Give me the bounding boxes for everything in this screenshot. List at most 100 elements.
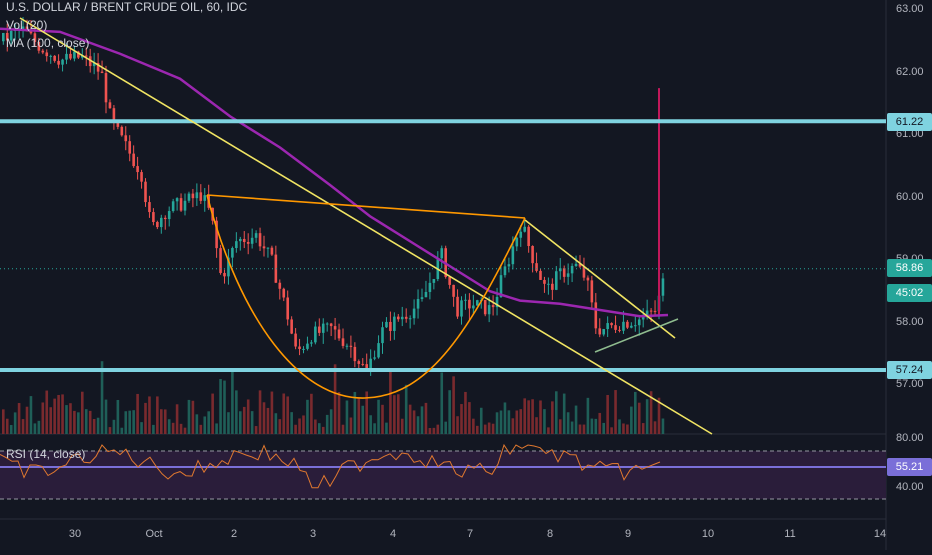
candle-body xyxy=(582,266,586,278)
volume-bar xyxy=(499,410,503,434)
volume-bar xyxy=(519,409,523,434)
volume-bar xyxy=(187,399,191,434)
volume-bar xyxy=(582,424,586,434)
candle-body xyxy=(531,246,534,264)
volume-bar xyxy=(231,368,234,434)
candle-body xyxy=(262,246,266,249)
volume-bar xyxy=(108,427,112,434)
volume-bar xyxy=(416,416,420,434)
candle-body xyxy=(432,279,436,283)
candle-body xyxy=(385,321,388,328)
candle-body xyxy=(9,30,13,41)
volume-bar xyxy=(96,417,100,434)
volume-bar xyxy=(128,410,131,434)
candle-body xyxy=(606,323,609,330)
rsi-band xyxy=(0,451,886,499)
candle-body xyxy=(400,316,404,320)
volume-bar xyxy=(37,420,41,434)
candle-body xyxy=(487,305,491,315)
volume-bar xyxy=(412,410,416,434)
candle-body xyxy=(361,363,365,365)
volume-bar xyxy=(357,397,361,434)
candle-body xyxy=(610,323,613,326)
cup-rim-line xyxy=(206,194,526,219)
candle-body xyxy=(472,305,475,309)
volume-bar xyxy=(653,421,657,434)
candle-body xyxy=(412,308,416,319)
candle-body xyxy=(570,265,574,274)
candle-body xyxy=(108,102,112,109)
candle-body xyxy=(464,299,467,301)
candle-body xyxy=(535,263,538,271)
volume-bar xyxy=(606,394,609,434)
candle-body xyxy=(104,73,108,103)
volume-bar xyxy=(630,406,633,434)
volume-bar xyxy=(156,396,159,434)
volume-bar xyxy=(69,403,72,434)
volume-bar xyxy=(381,404,384,434)
volume-bar xyxy=(282,393,286,434)
price-tick-label: 61.00 xyxy=(896,128,924,140)
candle-body xyxy=(183,200,187,211)
candle-body xyxy=(495,296,499,308)
volume-bar xyxy=(77,412,80,434)
candle-body xyxy=(373,357,376,359)
candle-body xyxy=(499,275,503,297)
candle-body xyxy=(96,62,100,72)
candle-body xyxy=(527,226,530,247)
candle-body xyxy=(310,342,313,344)
time-tick-label: 2 xyxy=(230,528,238,540)
volume-bar xyxy=(310,393,313,434)
volume-bar xyxy=(460,404,463,434)
volume-bar xyxy=(353,391,357,434)
candle-body xyxy=(428,282,432,292)
candle-body xyxy=(590,280,594,303)
volume-bar xyxy=(333,364,337,434)
volume-bar xyxy=(57,394,60,434)
volume-bar xyxy=(531,399,534,434)
candle-body xyxy=(219,248,222,273)
volume-bar xyxy=(594,418,598,434)
volume-bar xyxy=(235,390,238,434)
volume-bar xyxy=(215,423,218,434)
volume-bar xyxy=(400,418,404,434)
volume-bar xyxy=(120,427,124,434)
volume-bar xyxy=(645,399,649,434)
volume-bar xyxy=(345,400,349,434)
volume-bar xyxy=(440,372,444,434)
volume-bar xyxy=(602,422,605,434)
volume-bar xyxy=(562,393,566,434)
candle-body xyxy=(408,318,412,320)
volume-bar xyxy=(45,390,49,434)
volume-bar xyxy=(397,394,400,434)
candle-body xyxy=(258,233,262,247)
candle-body xyxy=(389,321,392,331)
volume-bar xyxy=(464,391,467,434)
candle-body xyxy=(199,192,203,201)
candle-body xyxy=(626,321,629,328)
volume-bar xyxy=(262,402,266,434)
volume-bar xyxy=(408,404,412,434)
candle-body xyxy=(476,300,479,306)
volume-bar xyxy=(539,400,542,434)
candle-body xyxy=(519,231,523,238)
volume-bar xyxy=(5,418,9,434)
candle-body xyxy=(397,316,400,320)
cup-curve xyxy=(206,194,526,399)
volume-bar xyxy=(337,392,341,434)
volume-bar xyxy=(183,427,187,434)
price-tick-label: 58.00 xyxy=(896,315,924,328)
volume-bar xyxy=(136,393,139,434)
time-tick-label: Oct xyxy=(145,528,163,540)
volume-bar xyxy=(578,424,582,434)
legend-volume: Vol (20) xyxy=(6,18,48,32)
candle-body xyxy=(649,310,653,312)
volume-bar xyxy=(306,399,309,434)
candle-body xyxy=(558,268,562,272)
candle-body xyxy=(37,41,41,51)
volume-bar xyxy=(254,426,258,434)
volume-bar xyxy=(175,404,179,434)
candle-body xyxy=(622,321,625,331)
